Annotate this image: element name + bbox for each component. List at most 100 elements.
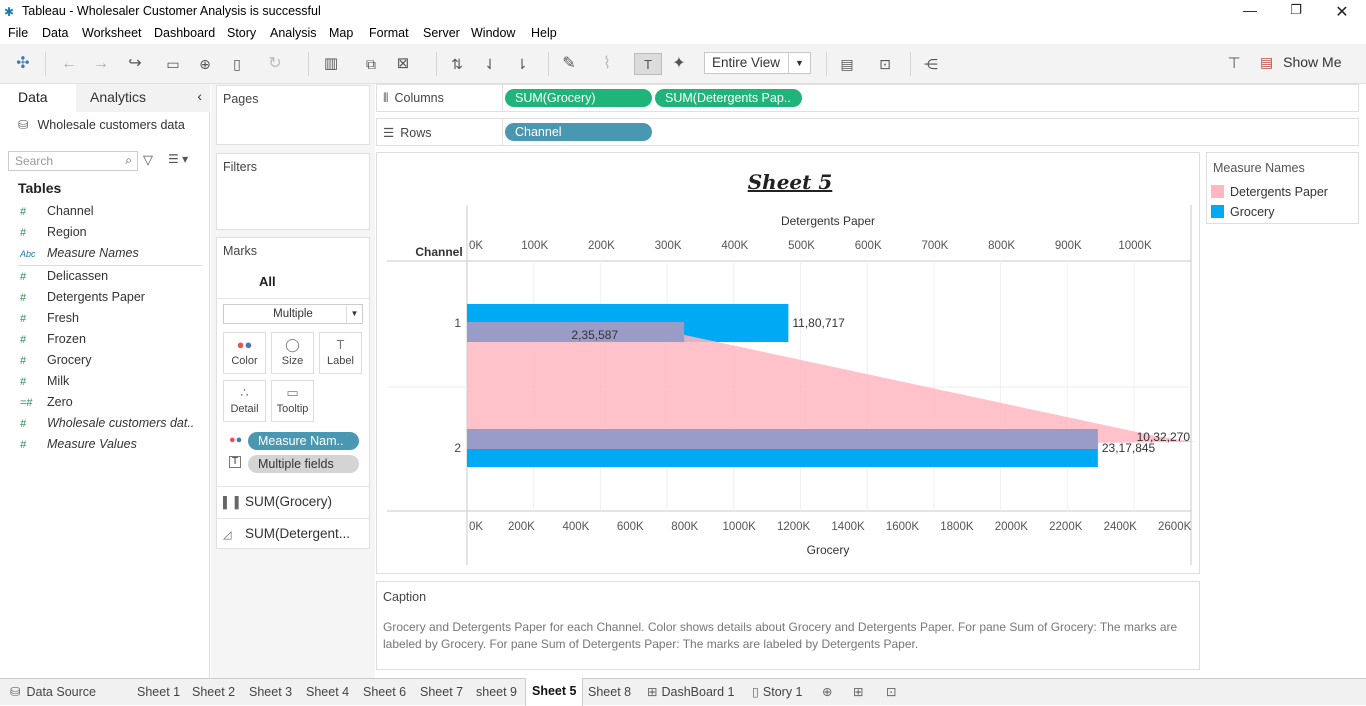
color-legend[interactable]: Measure Names Detergents Paper Grocery: [1206, 152, 1359, 224]
menu-dashboard[interactable]: Dashboard: [154, 26, 216, 40]
tab-sheet-8[interactable]: Sheet 8: [582, 679, 637, 706]
collapse-pane-icon[interactable]: ‹: [197, 88, 202, 104]
pause-updates-icon[interactable]: ▯: [233, 56, 241, 72]
field-measure-names[interactable]: Abc Measure Names: [20, 246, 139, 266]
minimize-icon[interactable]: —: [1243, 2, 1257, 18]
presentation-mode-icon[interactable]: ⊡: [879, 56, 891, 72]
search-input[interactable]: Search ⌕: [8, 151, 138, 171]
field-milk[interactable]: # Milk: [20, 374, 69, 394]
sort-ascending-icon[interactable]: ⇃: [484, 56, 496, 72]
group-members-icon[interactable]: ⌇: [603, 55, 611, 72]
tableau-home-icon[interactable]: ✣: [16, 55, 30, 72]
tab-sheet-7[interactable]: Sheet 7: [414, 679, 469, 706]
pages-card[interactable]: Pages: [216, 85, 370, 145]
fit-view-dropdown[interactable]: Entire View ▼: [704, 52, 811, 74]
swap-axes-icon[interactable]: ⇅: [451, 56, 463, 72]
new-worksheet-tab-icon[interactable]: ⊕: [822, 685, 833, 699]
tab-sheet-5[interactable]: Sheet 5: [525, 678, 584, 706]
detergents-area[interactable]: [467, 322, 1196, 448]
new-story-tab-icon[interactable]: ⊡: [886, 685, 897, 699]
tab-data-source[interactable]: ⛁ Data Source: [4, 679, 102, 706]
new-datasource-icon[interactable]: ⊕: [199, 56, 211, 72]
detail-button[interactable]: ∴ Detail: [223, 380, 266, 422]
legend-item-grocery[interactable]: Grocery: [1211, 205, 1274, 219]
new-dashboard-tab-icon[interactable]: ⊞: [853, 685, 864, 699]
rows-shelf[interactable]: ☰ Rows Channel: [376, 118, 1359, 146]
columns-pill-grocery[interactable]: SUM(Grocery): [505, 89, 652, 107]
sheet-title[interactable]: Sheet 5: [748, 170, 833, 194]
undo-icon[interactable]: ←: [61, 55, 77, 72]
tooltip-button[interactable]: ▭ Tooltip: [271, 380, 314, 422]
menu-story[interactable]: Story: [227, 26, 257, 40]
show-me-button[interactable]: ▤ Show Me: [1260, 54, 1341, 71]
label-button[interactable]: T Label: [319, 332, 362, 374]
tab-sheet-3[interactable]: Sheet 3: [243, 679, 298, 706]
field-zero[interactable]: =# Zero: [20, 395, 73, 415]
tab-sheet-6[interactable]: Sheet 6: [357, 679, 412, 706]
multiple-fields-pill[interactable]: Multiple fields: [248, 455, 359, 473]
filters-card[interactable]: Filters: [216, 153, 370, 230]
menu-window[interactable]: Window: [471, 26, 516, 40]
highlight-icon[interactable]: ✎: [562, 55, 576, 72]
new-worksheet-icon[interactable]: ▥: [323, 55, 339, 72]
tab-dashboard-1[interactable]: ⊞ DashBoard 1: [641, 679, 740, 706]
menu-help[interactable]: Help: [531, 26, 557, 40]
field-delicassen[interactable]: # Delicassen: [20, 269, 108, 289]
tab-sheet-1[interactable]: Sheet 1: [131, 679, 186, 706]
field-wholesale-customers-count[interactable]: # Wholesale customers dat..: [20, 416, 194, 436]
menu-format[interactable]: Format: [369, 26, 409, 40]
field-measure-values[interactable]: # Measure Values: [20, 437, 137, 457]
tab-sheet-9[interactable]: sheet 9: [470, 679, 523, 706]
mark-type-dropdown[interactable]: Multiple ▼: [223, 304, 363, 324]
field-frozen[interactable]: # Frozen: [20, 332, 86, 352]
columns-shelf[interactable]: ⦀ Columns SUM(Grocery) SUM(Detergents Pap…: [376, 84, 1359, 112]
detergents-value-label: 2,35,587: [571, 328, 618, 342]
field-region[interactable]: # Region: [20, 225, 87, 245]
field-channel[interactable]: # Channel: [20, 204, 94, 224]
size-button[interactable]: ◯ Size: [271, 332, 314, 374]
share-icon[interactable]: ⋲: [924, 56, 938, 72]
refresh-icon[interactable]: ↻: [268, 55, 282, 72]
label-icon: T: [336, 337, 345, 352]
format-painter-icon[interactable]: ⊤: [1227, 55, 1241, 72]
save-icon[interactable]: ▭: [166, 56, 180, 72]
tab-data[interactable]: Data: [0, 84, 76, 112]
menu-map[interactable]: Map: [329, 26, 354, 40]
clear-sheet-icon[interactable]: ⊠: [396, 55, 410, 72]
menu-data[interactable]: Data: [42, 26, 69, 40]
menu-file[interactable]: File: [8, 26, 29, 40]
datasource-item[interactable]: ⛁ Wholesale customers data: [18, 117, 185, 132]
marks-detergents-tab[interactable]: ◿ SUM(Detergent...: [223, 519, 350, 549]
rows-pill-channel[interactable]: Channel: [505, 123, 652, 141]
menu-server[interactable]: Server: [423, 26, 460, 40]
caption-card[interactable]: Caption Grocery and Detergents Paper for…: [376, 581, 1200, 670]
measure-names-pill[interactable]: Measure Nam..: [248, 432, 359, 450]
show-mark-labels-icon[interactable]: T: [634, 53, 662, 75]
tab-sheet-2[interactable]: Sheet 2: [186, 679, 241, 706]
menu-analysis[interactable]: Analysis: [270, 26, 317, 40]
marks-all-tab[interactable]: All: [259, 274, 276, 289]
show-cards-icon[interactable]: ▤: [840, 56, 854, 72]
detail-icon: ∴: [240, 385, 249, 400]
color-button[interactable]: ●● Color: [223, 332, 266, 374]
replay-icon[interactable]: ↪: [128, 55, 142, 72]
field-fresh[interactable]: # Fresh: [20, 311, 79, 331]
filter-icon[interactable]: ▽: [143, 152, 153, 167]
field-grocery[interactable]: # Grocery: [20, 353, 91, 373]
tab-analytics[interactable]: Analytics ‹: [76, 84, 210, 112]
duplicate-sheet-icon[interactable]: ⧉: [366, 56, 376, 72]
sort-descending-icon[interactable]: ⇂: [516, 56, 528, 72]
redo-icon[interactable]: →: [93, 55, 109, 72]
rows-label-text: Rows: [400, 126, 432, 140]
menu-worksheet[interactable]: Worksheet: [82, 26, 142, 40]
field-detergents-paper[interactable]: # Detergents Paper: [20, 290, 145, 310]
close-icon[interactable]: ✕: [1335, 4, 1349, 21]
tab-story-1[interactable]: ▯ Story 1: [746, 679, 809, 706]
pin-axes-icon[interactable]: ✦: [672, 55, 686, 72]
columns-pill-detergents[interactable]: SUM(Detergents Pap..: [655, 89, 802, 107]
marks-grocery-tab[interactable]: ▌▐ SUM(Grocery): [223, 487, 332, 517]
restore-icon[interactable]: ❐: [1290, 2, 1302, 17]
legend-item-detergents-paper[interactable]: Detergents Paper: [1211, 185, 1328, 199]
view-options-icon[interactable]: ☰ ▾: [168, 152, 189, 166]
tab-sheet-4[interactable]: Sheet 4: [300, 679, 355, 706]
